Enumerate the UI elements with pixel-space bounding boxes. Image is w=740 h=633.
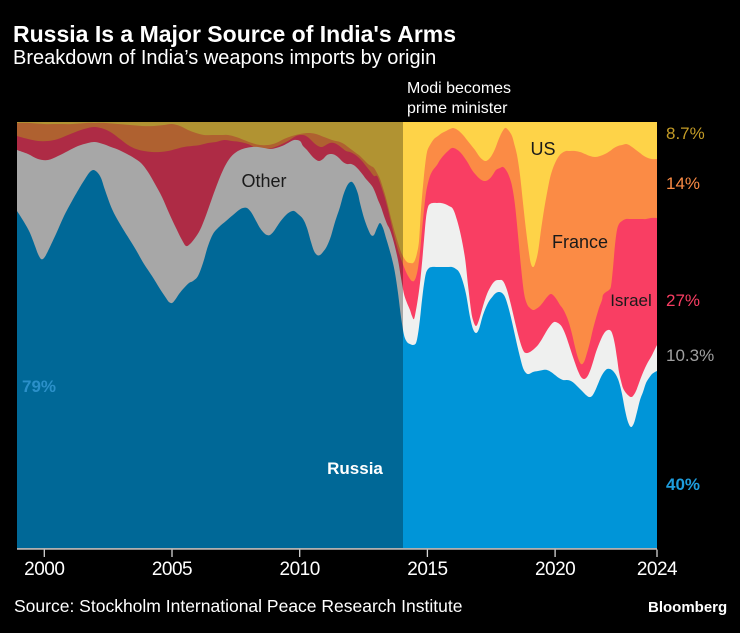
svg-text:Israel: Israel	[610, 291, 652, 310]
svg-text:France: France	[552, 232, 608, 252]
svg-text:Russia: Russia	[327, 459, 383, 478]
svg-text:Other: Other	[241, 171, 286, 191]
svg-text:US: US	[530, 139, 555, 159]
svg-text:79%: 79%	[22, 377, 56, 396]
